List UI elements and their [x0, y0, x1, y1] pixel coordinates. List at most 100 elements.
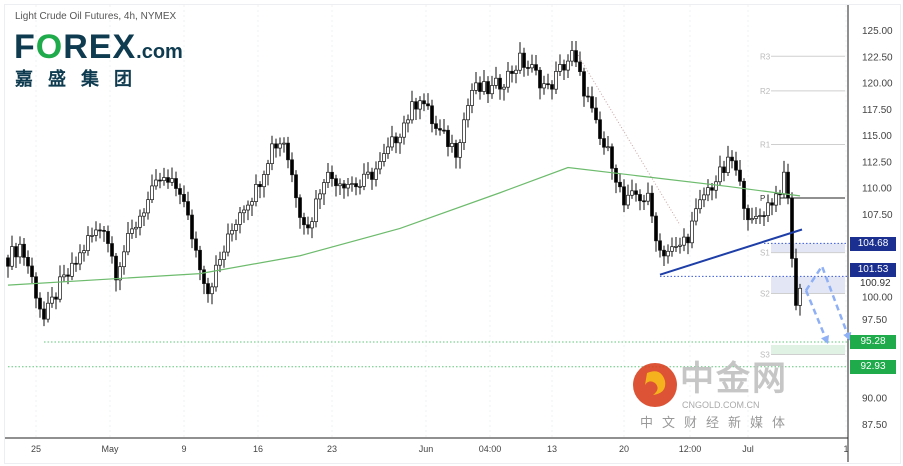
candle-body [74, 262, 78, 265]
candle-body [354, 183, 358, 188]
candle-body [662, 249, 666, 257]
candle-body [230, 230, 234, 235]
arrow-head-icon [821, 335, 829, 344]
candle-body [214, 264, 218, 288]
candle-body [578, 61, 582, 72]
candle-body [166, 177, 170, 183]
candle-body [522, 52, 526, 68]
candle-body [382, 153, 386, 162]
projection-arrow [804, 289, 830, 345]
candle-body [642, 200, 646, 203]
candle-body [42, 308, 46, 320]
candle-body [666, 250, 670, 257]
candle-body [470, 90, 474, 106]
candle-body [626, 194, 630, 206]
candle-body [22, 243, 26, 258]
candle-body [262, 174, 266, 188]
candle-body [518, 52, 522, 71]
candle-body [530, 64, 534, 69]
candle-body [90, 235, 94, 237]
candle-body [126, 233, 130, 253]
candle-body [6, 257, 10, 267]
candle-body [466, 105, 470, 121]
candle-body [186, 201, 190, 216]
candle-body [790, 197, 794, 259]
candle-body [154, 179, 158, 187]
candle-body [782, 171, 786, 195]
candle-body [398, 136, 402, 144]
y-tick-label: 122.50 [862, 52, 893, 63]
x-tick-label: 16 [253, 444, 263, 454]
watermark-subtitle: 中文财经新媒体 [640, 415, 795, 430]
candle-body [386, 146, 390, 154]
candle-body [170, 178, 174, 183]
candle-body [602, 138, 606, 148]
candle-body [10, 246, 14, 267]
candle-body [562, 64, 566, 71]
candle-body [482, 81, 486, 92]
candle-body [50, 296, 54, 304]
y-tick-label: 117.50 [862, 105, 892, 116]
forex-logo: FOREX.com [14, 29, 183, 70]
candle-body [566, 60, 570, 71]
candle-body [370, 171, 374, 180]
pivot-label: R1 [760, 140, 771, 149]
price-tag-101-53: 101.53 [850, 263, 896, 277]
candle-body [70, 262, 74, 277]
logo-f: F [14, 28, 36, 66]
candle-body [558, 64, 562, 72]
candle-body [750, 218, 754, 221]
logo-o: O [35, 28, 64, 66]
candle-body [238, 212, 242, 225]
candle-body [30, 265, 34, 278]
arrow-head-icon [843, 331, 852, 341]
candle-body [58, 276, 62, 300]
logo-rest: REX [63, 28, 137, 66]
price-tag-104-68: 104.68 [850, 237, 896, 251]
candle-body [322, 182, 326, 195]
candle-body [674, 246, 678, 248]
candle-body [590, 96, 594, 109]
y-tick-label: 115.00 [862, 131, 892, 142]
candle-body [686, 236, 690, 244]
candle-body [502, 86, 506, 90]
candle-body [62, 274, 66, 278]
x-tick-label: May [101, 444, 119, 454]
candle-body [546, 83, 550, 86]
candle-body [542, 83, 546, 89]
candle-body [570, 50, 574, 62]
candle-body [598, 119, 602, 139]
candle-body [454, 142, 458, 158]
candle-body [498, 77, 502, 90]
x-tick-label: 9 [181, 444, 186, 454]
candle-body [574, 50, 578, 63]
candle-body [226, 233, 230, 253]
candle-body [698, 199, 702, 210]
candle-body [506, 70, 510, 88]
candle-body [614, 167, 618, 183]
candle-body [114, 255, 118, 281]
candle-body [414, 101, 418, 110]
candle-body [474, 82, 478, 91]
trendline [659, 228, 803, 276]
candle-body [418, 100, 422, 110]
candle-body [710, 187, 714, 191]
candle-body [278, 143, 282, 149]
candle-body [362, 173, 366, 187]
x-tick-label: 25 [31, 444, 41, 454]
candle-body [326, 171, 330, 183]
pivot-label: S2 [760, 290, 770, 299]
x-tick-label: 20 [619, 444, 629, 454]
candle-body [618, 181, 622, 188]
candle-body [634, 190, 638, 195]
candle-body [742, 180, 746, 209]
chart-title: Light Crude Oil Futures, 4h, NYMEX [15, 11, 177, 22]
candle-body [218, 259, 222, 266]
candle-body [438, 128, 442, 131]
candle-body [490, 85, 494, 95]
x-tick-label: Jul [742, 444, 754, 454]
candle-body [270, 143, 274, 164]
candle-body [66, 274, 70, 277]
candle-body [650, 192, 654, 217]
